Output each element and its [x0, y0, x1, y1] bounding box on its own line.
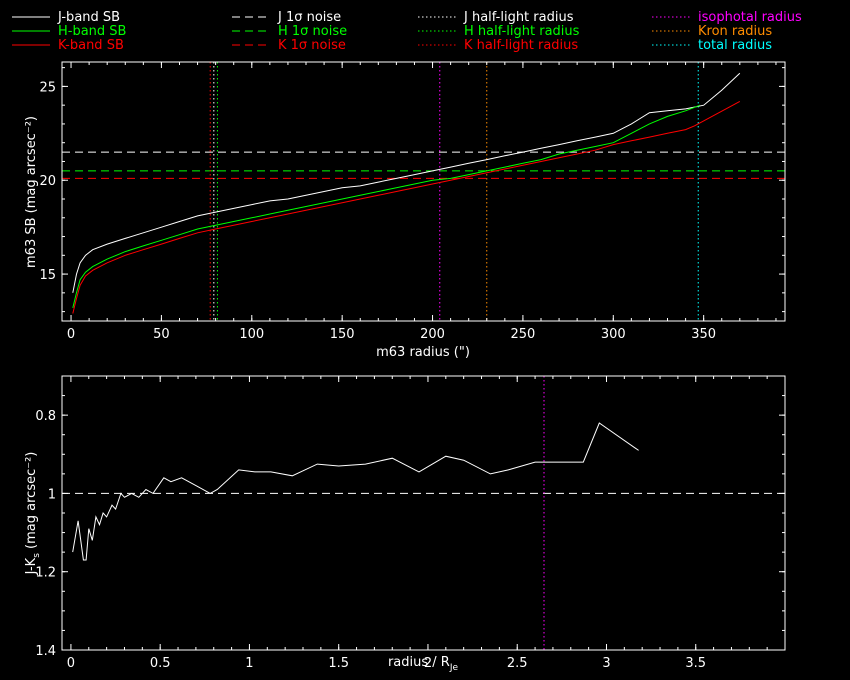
- legend-label: Kron radius: [698, 24, 772, 39]
- sb-y-axis-label: m63 SB (mag arcsec⁻²): [24, 116, 39, 268]
- y-tick-label: 0.8: [35, 409, 56, 424]
- x-tick-label: 2.5: [507, 656, 528, 671]
- series-line: [72, 104, 701, 309]
- legend-label: J-band SB: [57, 10, 120, 25]
- x-tick-label: 0: [67, 327, 75, 342]
- x-tick-label: 50: [153, 327, 170, 342]
- legend-label: H-band SB: [58, 24, 126, 39]
- x-tick-label: 150: [330, 327, 355, 342]
- x-tick-label: 100: [239, 327, 264, 342]
- x-tick-label: 3.5: [685, 656, 706, 671]
- legend-label: total radius: [698, 38, 772, 53]
- y-tick-label: 1.2: [35, 566, 56, 581]
- sb-x-axis-label: m63 radius ("): [376, 345, 470, 360]
- series-line: [72, 422, 639, 561]
- color-profile-panel: 0 0.5 1 1.5 2 2.5 3 3.50.811.21.4 radius / RJe …: [24, 375, 786, 673]
- x-tick-label: 300: [601, 327, 626, 342]
- x-tick-label: 0: [67, 656, 75, 671]
- legend-label: H half-light radius: [464, 24, 580, 39]
- x-tick-label: 250: [510, 327, 535, 342]
- x-tick-label: 0.5: [150, 656, 171, 671]
- sb-plot-frame: [61, 61, 786, 322]
- legend-label: K half-light radius: [464, 38, 578, 53]
- x-tick-label: 200: [420, 327, 445, 342]
- x-tick-label: 3: [602, 656, 610, 671]
- x-tick-label: 350: [691, 327, 716, 342]
- x-tick-label: 2: [424, 656, 432, 671]
- x-tick-label: 1: [245, 656, 253, 671]
- series-line: [72, 100, 741, 314]
- y-tick-label: 25: [39, 80, 56, 95]
- legend-label: J half-light radius: [463, 10, 574, 25]
- y-tick-label: 15: [39, 268, 56, 283]
- legend-label: H 1σ noise: [278, 24, 347, 39]
- series-line: [72, 72, 741, 293]
- legend-label: isophotal radius: [698, 10, 802, 25]
- legend-label: J 1σ noise: [277, 10, 341, 25]
- color-y-axis-label: J-Ks (mag arcsec⁻²): [24, 452, 42, 576]
- y-tick-label: 1.4: [35, 644, 56, 659]
- y-tick-label: 1: [48, 487, 56, 502]
- x-tick-label: 1.5: [328, 656, 349, 671]
- y-tick-label: 20: [39, 174, 56, 189]
- color-x-axis-label: radius / RJe: [388, 655, 459, 673]
- legend-label: K 1σ noise: [278, 38, 346, 53]
- surface-brightness-panel: 0 50 100 150 200 250 300 350 15 20 25 m63 radius (…: [24, 61, 786, 360]
- legend-label: K-band SB: [58, 38, 124, 53]
- color-plot-frame: [61, 375, 786, 651]
